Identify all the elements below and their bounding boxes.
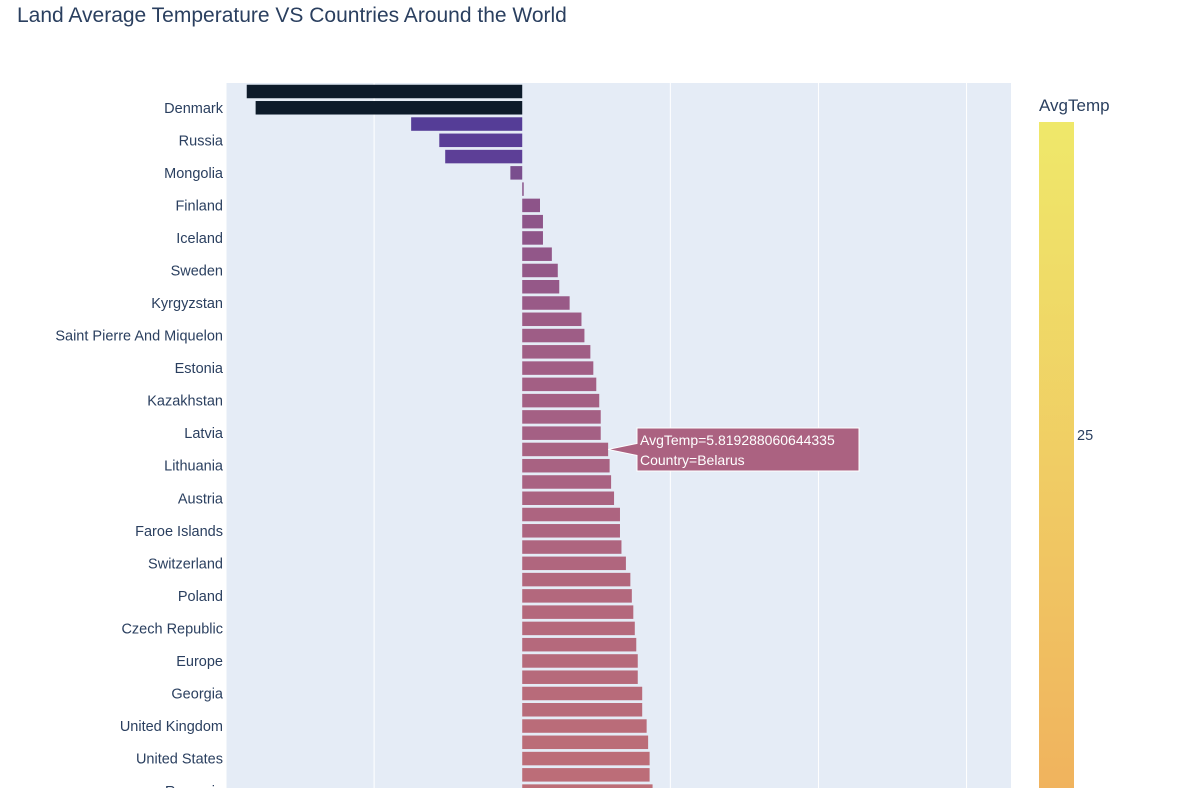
bar[interactable] xyxy=(522,540,622,554)
bar[interactable] xyxy=(522,442,609,457)
bar[interactable] xyxy=(522,328,585,343)
y-tick-label: United Kingdom xyxy=(120,719,223,735)
bar[interactable] xyxy=(522,686,643,701)
bar[interactable] xyxy=(439,133,523,148)
y-tick-label: Mongolia xyxy=(164,166,224,182)
bar[interactable] xyxy=(522,247,552,261)
y-tick-label: United States xyxy=(136,752,223,768)
bar[interactable] xyxy=(522,605,634,619)
bar[interactable] xyxy=(522,182,524,196)
bar[interactable] xyxy=(522,345,591,359)
bar[interactable] xyxy=(255,101,523,115)
bar[interactable] xyxy=(522,458,610,473)
y-tick-label: Faroe Islands xyxy=(135,524,223,540)
bar[interactable] xyxy=(522,231,543,245)
bar[interactable] xyxy=(522,263,558,278)
bar[interactable] xyxy=(522,296,570,310)
bar[interactable] xyxy=(522,784,653,788)
y-tick-labels: Denmark Russia Mongolia Finland Iceland Swede… xyxy=(55,101,224,788)
y-tick-label: Poland xyxy=(178,589,223,605)
tooltip-box xyxy=(608,427,860,472)
y-tick-label: Estonia xyxy=(175,361,224,377)
colorbar-tick: 25 xyxy=(1077,428,1093,444)
bar[interactable] xyxy=(522,719,647,733)
y-tick-label: Kazakhstan xyxy=(147,394,223,410)
bar[interactable] xyxy=(246,84,523,99)
y-tick-label: Iceland xyxy=(176,231,223,247)
bar[interactable] xyxy=(445,149,523,164)
bar[interactable] xyxy=(522,621,635,636)
y-tick-label: Lithuania xyxy=(164,459,224,475)
bar[interactable] xyxy=(522,703,643,717)
y-tick-label: Kyrgyzstan xyxy=(151,296,223,312)
chart-title: Land Average Temperature VS Countries Ar… xyxy=(17,4,567,27)
bar[interactable] xyxy=(522,507,620,522)
colorbar-title: AvgTemp xyxy=(1039,96,1110,115)
bar[interactable] xyxy=(522,735,649,750)
bar[interactable] xyxy=(522,393,600,408)
tooltip-country: Country=Belarus xyxy=(640,452,745,468)
bar[interactable] xyxy=(522,637,637,652)
bar[interactable] xyxy=(522,670,638,684)
bar[interactable] xyxy=(522,475,612,489)
bar[interactable] xyxy=(522,410,601,424)
bar[interactable] xyxy=(522,426,601,440)
y-tick-label: Austria xyxy=(178,491,224,507)
bar[interactable] xyxy=(522,198,540,213)
bar[interactable] xyxy=(522,377,597,392)
y-tick-label: Saint Pierre And Miquelon xyxy=(55,329,223,345)
y-tick-label: Finland xyxy=(175,198,223,214)
bar[interactable] xyxy=(522,556,626,571)
y-tick-label: Romania xyxy=(165,784,224,788)
y-tick-label: Latvia xyxy=(184,426,224,442)
tooltip-avgtemp: AvgTemp=5.819288060644335 xyxy=(640,432,835,448)
bar[interactable] xyxy=(522,589,632,603)
y-tick-label: Europe xyxy=(176,654,223,670)
colorbar: AvgTemp 25 xyxy=(1039,96,1110,788)
y-tick-label: Georgia xyxy=(171,686,224,702)
bar[interactable] xyxy=(411,117,523,131)
bars-group[interactable] xyxy=(246,84,653,788)
y-tick-label: Czech Republic xyxy=(121,621,223,637)
bar[interactable] xyxy=(522,654,638,668)
y-tick-label: Sweden xyxy=(171,263,223,279)
x-gridlines xyxy=(225,83,968,788)
bar[interactable] xyxy=(522,524,620,538)
bar[interactable] xyxy=(522,214,543,229)
hover-tooltip: AvgTemp=5.819288060644335 Country=Belaru… xyxy=(608,427,860,472)
bar[interactable] xyxy=(522,312,582,327)
bar[interactable] xyxy=(522,361,594,375)
bar[interactable] xyxy=(522,768,650,782)
colorbar-gradient xyxy=(1039,122,1074,788)
bar[interactable] xyxy=(522,751,650,766)
bar[interactable] xyxy=(510,166,523,180)
bar[interactable] xyxy=(522,572,631,587)
y-tick-label: Denmark xyxy=(164,101,224,117)
bar[interactable] xyxy=(522,491,615,506)
y-tick-label: Switzerland xyxy=(148,556,223,572)
y-tick-label: Russia xyxy=(179,133,224,149)
bar[interactable] xyxy=(522,279,560,294)
